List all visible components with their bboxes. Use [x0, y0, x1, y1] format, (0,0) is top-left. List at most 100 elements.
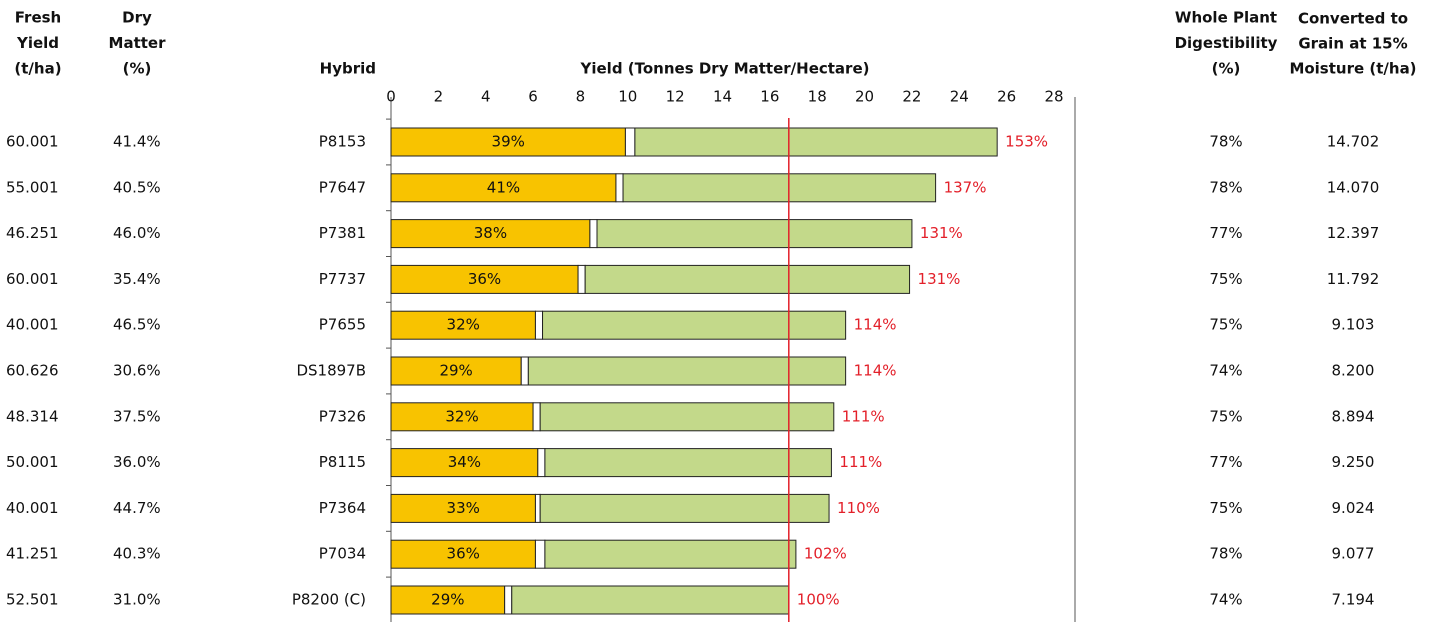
table-cell: 8.894 — [1332, 407, 1375, 425]
bar-segment — [390, 264, 579, 294]
category-label: P7647 — [319, 178, 366, 196]
column-header: (%) — [123, 60, 152, 78]
table-cell: 74% — [1209, 362, 1242, 380]
x-tick-label: 16 — [760, 88, 779, 106]
table-cell: 37.5% — [113, 407, 161, 425]
category-label: P7655 — [319, 316, 366, 334]
segment-label: 38% — [474, 224, 507, 242]
table-cell: 78% — [1209, 178, 1242, 196]
bar-segment — [534, 493, 541, 523]
bar-segment — [390, 127, 626, 157]
table-cell: 31.0% — [113, 591, 161, 609]
bar-segment — [390, 448, 539, 478]
bar-segment — [539, 402, 835, 432]
segment-label: 41% — [487, 178, 520, 196]
relative-label: 137% — [944, 178, 987, 196]
table-cell: 55.001 — [6, 178, 59, 196]
bar-segment — [589, 219, 598, 249]
column-header: Matter — [109, 34, 167, 52]
table-cell: 60.001 — [6, 270, 59, 288]
table-cell: 48.314 — [6, 407, 59, 425]
table-cell: 75% — [1209, 499, 1242, 517]
segment-label: 39% — [492, 133, 525, 151]
bar-segment — [584, 264, 911, 294]
column-header: (%) — [1212, 60, 1241, 78]
x-tick-label: 6 — [528, 88, 538, 106]
column-header: Grain at 15% — [1298, 35, 1407, 53]
category-label: DS1897B — [296, 362, 366, 380]
column-header: Yield — [16, 34, 59, 52]
x-tick-label: 0 — [386, 88, 396, 106]
table-cell: 9.103 — [1332, 316, 1375, 334]
relative-label: 110% — [837, 499, 880, 517]
bar-segment — [390, 493, 536, 523]
relative-label: 114% — [854, 316, 897, 334]
table-cell: 40.5% — [113, 178, 161, 196]
bar-segment — [596, 219, 913, 249]
table-cell: 60.001 — [6, 133, 59, 151]
bar-segment — [390, 219, 591, 249]
relative-label: 114% — [854, 362, 897, 380]
segment-label: 29% — [431, 591, 464, 609]
x-tick-label: 10 — [618, 88, 637, 106]
bar-segment — [537, 448, 546, 478]
segment-label: 32% — [447, 316, 480, 334]
bar-segment — [534, 539, 546, 569]
table-cell: 41.4% — [113, 133, 161, 151]
segment-label: 36% — [468, 270, 501, 288]
bar-segment — [532, 402, 541, 432]
segment-label: 34% — [448, 453, 481, 471]
table-cell: 78% — [1209, 133, 1242, 151]
bar-segment — [511, 585, 790, 615]
category-label: P7326 — [319, 407, 366, 425]
x-tick-label: 24 — [950, 88, 969, 106]
bar-segment — [577, 264, 586, 294]
category-label: P8153 — [319, 133, 366, 151]
column-header: Converted to — [1298, 10, 1408, 28]
table-cell: 40.001 — [6, 316, 59, 334]
x-tick-label: 8 — [576, 88, 586, 106]
relative-label: 131% — [920, 224, 963, 242]
table-cell: 75% — [1209, 407, 1242, 425]
table-cell: 40.001 — [6, 499, 59, 517]
category-label: P7034 — [319, 545, 366, 563]
bar-segment — [622, 173, 937, 203]
segment-label: 32% — [445, 407, 478, 425]
bar-segment — [390, 585, 506, 615]
table-cell: 78% — [1209, 545, 1242, 563]
bar-segment — [615, 173, 624, 203]
bar-segment — [390, 539, 536, 569]
table-cell: 35.4% — [113, 270, 161, 288]
table-cell: 44.7% — [113, 499, 161, 517]
hybrid-header: Hybrid — [320, 60, 376, 78]
x-tick-label: 20 — [855, 88, 874, 106]
bar-segment — [542, 310, 847, 340]
category-label: P7381 — [319, 224, 366, 242]
table-cell: 52.501 — [6, 591, 59, 609]
x-tick-label: 4 — [481, 88, 491, 106]
bar-segment — [390, 356, 522, 386]
x-tick-label: 18 — [808, 88, 827, 106]
column-header: Digestibility — [1175, 34, 1278, 52]
bar-segment — [539, 493, 830, 523]
relative-label: 111% — [839, 453, 882, 471]
table-cell: 77% — [1209, 453, 1242, 471]
x-tick-label: 26 — [997, 88, 1016, 106]
table-cell: 75% — [1209, 270, 1242, 288]
table-cell: 30.6% — [113, 362, 161, 380]
table-cell: 9.024 — [1332, 499, 1375, 517]
category-label: P7364 — [319, 499, 366, 517]
segment-label: 29% — [439, 362, 472, 380]
column-header: Fresh — [15, 9, 61, 27]
table-cell: 40.3% — [113, 545, 161, 563]
table-cell: 8.200 — [1332, 362, 1375, 380]
category-label: P7737 — [319, 270, 366, 288]
bar-segment — [527, 356, 847, 386]
x-tick-label: 2 — [434, 88, 444, 106]
bar-segment — [544, 539, 797, 569]
table-cell: 46.251 — [6, 224, 59, 242]
table-cell: 14.702 — [1327, 133, 1380, 151]
table-cell: 14.070 — [1327, 178, 1380, 196]
table-cell: 77% — [1209, 224, 1242, 242]
